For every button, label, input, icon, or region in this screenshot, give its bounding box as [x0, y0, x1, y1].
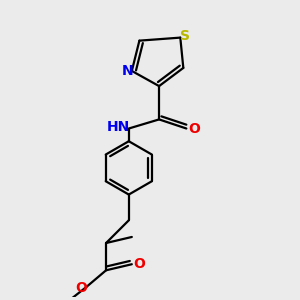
Text: N: N	[122, 64, 133, 78]
Text: O: O	[75, 281, 87, 296]
Text: O: O	[188, 122, 200, 136]
Text: HN: HN	[106, 120, 130, 134]
Text: S: S	[180, 29, 190, 43]
Text: O: O	[134, 257, 145, 271]
